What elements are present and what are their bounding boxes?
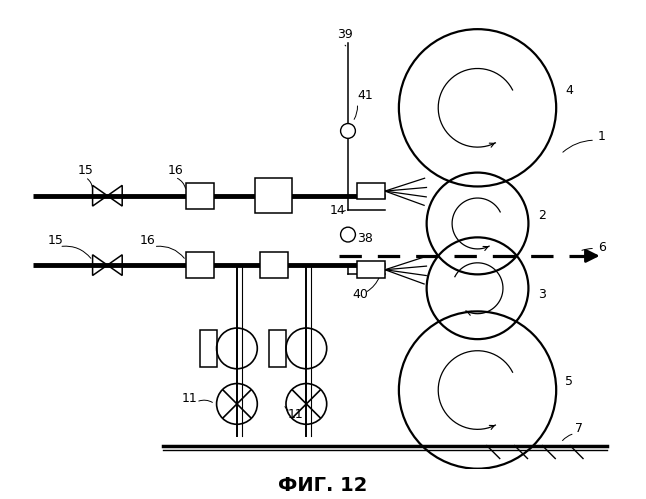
Bar (186, 252, 214, 278)
Bar (200, 330, 216, 367)
Text: 14: 14 (329, 204, 345, 217)
Text: ФИГ. 12: ФИГ. 12 (278, 476, 368, 495)
Bar (186, 183, 214, 209)
Text: 15: 15 (47, 234, 63, 247)
Bar (357, 183, 385, 200)
Text: 3: 3 (537, 287, 546, 300)
Text: 39: 39 (337, 28, 353, 41)
Bar (260, 252, 288, 278)
Text: 11: 11 (182, 392, 197, 405)
Text: 15: 15 (78, 165, 94, 178)
Text: 11: 11 (288, 408, 304, 421)
Text: 6: 6 (598, 241, 606, 254)
Text: 16: 16 (140, 234, 156, 247)
Text: 41: 41 (357, 88, 373, 102)
Text: 5: 5 (565, 375, 574, 388)
Bar (255, 178, 293, 213)
Text: 16: 16 (167, 165, 183, 178)
Text: 2: 2 (537, 209, 546, 222)
Bar (357, 261, 385, 278)
Text: 1: 1 (598, 130, 606, 143)
Circle shape (340, 227, 355, 242)
Text: 4: 4 (565, 84, 573, 97)
Text: 40: 40 (353, 287, 368, 300)
Text: 38: 38 (357, 232, 373, 245)
Circle shape (340, 124, 355, 138)
Bar (269, 330, 286, 367)
Text: 7: 7 (575, 422, 583, 435)
